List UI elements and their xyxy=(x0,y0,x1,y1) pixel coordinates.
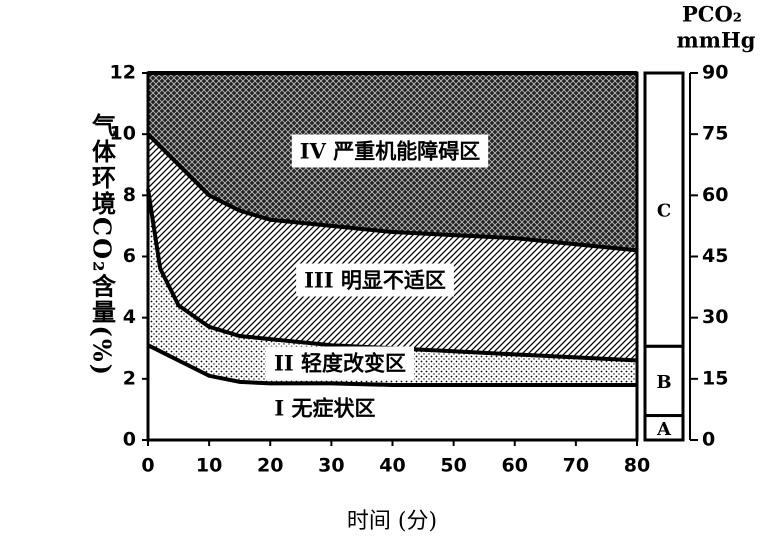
y-tick-label: 0 xyxy=(123,429,136,451)
y-axis-title: 气体环境CO₂含量(%) xyxy=(88,112,117,377)
zone-label: III 明显不适区 xyxy=(304,268,446,293)
x-tick-label: 50 xyxy=(440,455,466,477)
y-tick-label: 10 xyxy=(110,123,136,145)
x-tick-label: 80 xyxy=(624,455,650,477)
y-tick-label: 6 xyxy=(123,245,136,267)
zone-label-bg xyxy=(296,263,454,297)
x-axis-title: 时间 (分) xyxy=(347,509,437,534)
pco2-band xyxy=(643,414,685,442)
x-tick-label: 70 xyxy=(563,455,589,477)
zone-label-bg xyxy=(266,346,414,380)
y2-tick-label: 15 xyxy=(702,367,728,389)
y2-axis-title: PCO₂ xyxy=(682,2,742,27)
zone-boundary xyxy=(147,343,637,387)
y2-tick-label: 45 xyxy=(702,245,728,267)
y-tick-label: 12 xyxy=(110,62,136,84)
x-tick-label: 20 xyxy=(257,455,283,477)
zone-boundary xyxy=(146,188,638,363)
y-tick-label: 4 xyxy=(123,306,136,328)
zone-label: IV 严重机能障碍区 xyxy=(300,139,480,164)
x-tick-label: 40 xyxy=(379,455,405,477)
zone-label-bg xyxy=(266,391,384,425)
x-tick-label: 0 xyxy=(141,455,154,477)
pco2-band-label: A xyxy=(656,419,672,440)
x-tick-label: 10 xyxy=(196,455,222,477)
y2-tick-label: 60 xyxy=(702,184,728,206)
zone-label-bg xyxy=(291,134,489,168)
y2-tick-label: 90 xyxy=(702,62,728,84)
y2-tick-label: 75 xyxy=(702,123,728,145)
y2-tick-label: 0 xyxy=(702,429,715,451)
y2-tick-label: 30 xyxy=(702,306,728,328)
pco2-band xyxy=(643,71,685,348)
y-tick-label: 8 xyxy=(123,184,136,206)
x-tick-label: 60 xyxy=(502,455,528,477)
pco2-band-label: B xyxy=(656,372,671,393)
y2-axis-title: mmHg xyxy=(677,28,756,53)
y-tick-label: 2 xyxy=(123,367,136,389)
x-tick-label: 30 xyxy=(318,455,344,477)
zone-boundary xyxy=(146,132,638,253)
zone-label: I 无症状区 xyxy=(274,396,375,421)
pco2-band-label: C xyxy=(657,201,671,222)
zone-label: II 轻度改变区 xyxy=(274,351,406,376)
